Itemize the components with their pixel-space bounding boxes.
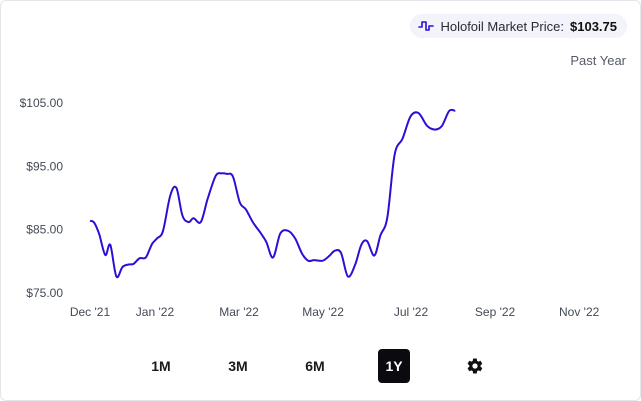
x-tick-label: May '22 — [302, 305, 344, 319]
time-range-label: Past Year — [570, 53, 626, 68]
y-tick-label: $85.00 — [26, 223, 63, 237]
time-range-selector: 1M 3M 6M 1Y — [0, 349, 641, 385]
range-3m-button[interactable]: 3M — [222, 349, 254, 383]
x-tick-label: Nov '22 — [559, 305, 600, 319]
range-6m-button[interactable]: 6M — [299, 349, 331, 383]
y-tick-label: $105.00 — [20, 96, 64, 110]
x-tick-label: Jul '22 — [394, 305, 429, 319]
market-price-value: $103.75 — [570, 18, 617, 34]
x-tick-label: Sep '22 — [475, 305, 516, 319]
price-line-chart: $75.00 $85.00 $95.00 $105.00 Dec '21 Jan '22 M… — [20, 96, 600, 319]
market-price-label: Holofoil Market Price: — [440, 18, 564, 34]
y-tick-label: $75.00 — [26, 286, 63, 300]
price-trend-icon — [418, 18, 435, 34]
x-tick-label: Dec '21 — [70, 305, 111, 319]
x-tick-label: Jan '22 — [136, 305, 175, 319]
x-tick-label: Mar '22 — [219, 305, 259, 319]
range-1y-button[interactable]: 1Y — [378, 349, 410, 383]
range-1m-button[interactable]: 1M — [145, 349, 177, 383]
y-tick-label: $95.00 — [26, 159, 63, 173]
market-price-badge: Holofoil Market Price: $103.75 — [410, 14, 627, 38]
gear-icon[interactable] — [463, 349, 487, 383]
price-series-line — [89, 108, 456, 279]
